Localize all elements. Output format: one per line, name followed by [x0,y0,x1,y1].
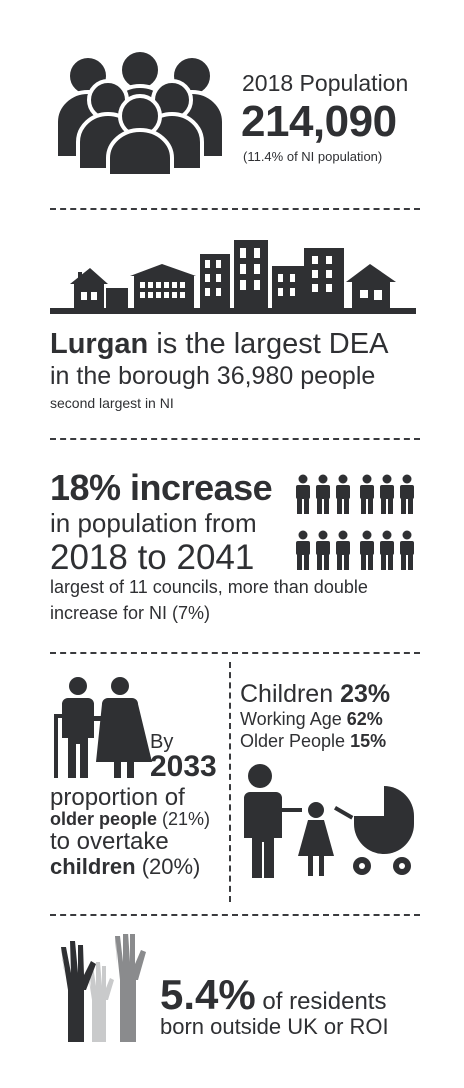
age-older: Older People 15% [240,732,386,750]
ageing-line2: older people (21%) [50,810,210,828]
growth-line3: 2018 to 2041 [50,538,255,577]
dea-headline-rest: is the largest DEA [148,328,389,360]
ageing-line1: proportion of [50,784,185,811]
population-note: (11.4% of NI population) [243,149,383,164]
vertical-divider [229,662,231,902]
migration-line1: 5.4% of residents [160,974,386,1016]
migration-line2: born outside UK or ROI [160,1014,389,1039]
age-children-value: 23% [340,680,391,708]
older-people-pct: (21%) [157,809,211,829]
dea-line2: in the borough 36,980 people [50,362,376,390]
age-children-label: Children [240,680,341,708]
section-divider [50,208,420,210]
age-older-label: Older People [240,731,351,751]
elderly-couple-icon [54,677,152,778]
ageing-year: 2033 [150,750,217,783]
town-skyline-icon [50,240,416,314]
migration-line1-rest: of residents [255,988,387,1015]
population-people-grid-icon [296,474,414,570]
raised-hands-icon [61,934,146,1042]
age-working-label: Working Age [240,709,347,729]
ageing-line3: to overtake [50,828,169,855]
section-divider [50,438,420,440]
ageing-line4: children (20%) [50,856,200,878]
ageing-by: By [150,731,174,753]
age-working: Working Age 62% [240,710,383,728]
growth-line4: largest of 11 councils, more than double [50,577,368,597]
section-divider [50,914,420,916]
dea-line3: second largest in NI [50,395,174,411]
age-children: Children 23% [240,682,390,707]
age-working-value: 62% [346,709,383,729]
children-pct: (20%) [135,854,201,879]
population-label: 2018 Population [242,70,409,96]
older-people-label: older people [50,809,158,829]
family-with-pram-icon [244,764,414,878]
dea-name: Lurgan [50,328,149,360]
section-divider [50,652,420,654]
age-older-value: 15% [350,731,387,751]
growth-headline: 18% increase [50,467,273,508]
migration-value: 5.4% [160,971,256,1018]
growth-line2: in population from [50,508,257,538]
children-label: children [50,854,136,879]
population-value: 214,090 [241,97,397,146]
people-group-icon [54,48,226,178]
dea-headline: Lurgan is the largest DEA [50,330,388,359]
growth-line5: increase for NI (7%) [50,603,211,623]
